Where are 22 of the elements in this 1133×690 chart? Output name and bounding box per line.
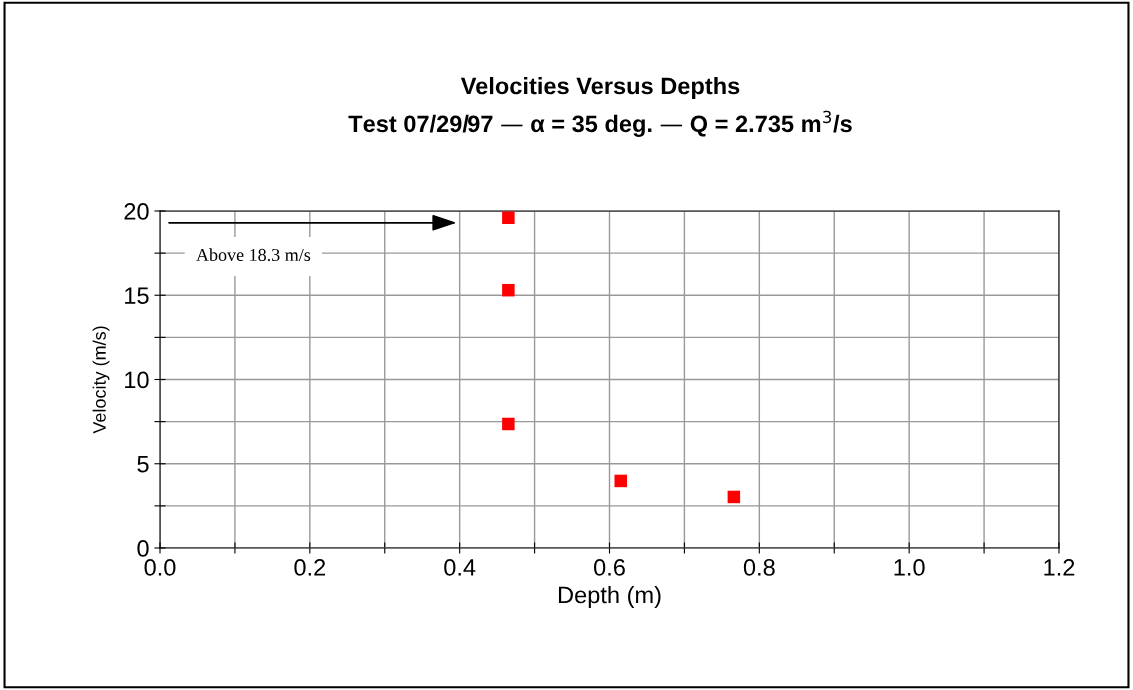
annotation: Above 18.3 m/s	[196, 248, 311, 262]
x-tick-label: 0.2	[294, 559, 326, 576]
chart-title: Velocities Versus Depths	[460, 77, 740, 100]
y-tick-label: 20	[124, 203, 149, 220]
y-tick-label: 0	[137, 540, 149, 557]
x-axis-title: Depth (m)	[558, 585, 661, 608]
point	[502, 211, 515, 224]
y-tick-label: 15	[125, 287, 149, 305]
point	[502, 283, 515, 297]
x-tick-label: 1.2	[1044, 559, 1075, 576]
x-tick-label: 0.8	[743, 559, 775, 576]
y-tick-label: 10	[125, 371, 149, 389]
point	[502, 417, 515, 431]
point	[614, 474, 627, 488]
point	[727, 490, 741, 504]
y-axis-title: Velocity (m/s)	[92, 326, 110, 434]
chart-subtitle: Test 07/29/97 — α = 35 deg. — Q = 2.735 m$^{3}$/s	[348, 110, 852, 137]
x-tick-label: 0.6	[594, 559, 625, 576]
x-tick-label: 0.4	[444, 559, 476, 576]
x-tick-label: 0.0	[144, 559, 176, 576]
x-tick-label: 1.0	[894, 559, 925, 576]
y-tick-label: 5	[137, 456, 149, 473]
